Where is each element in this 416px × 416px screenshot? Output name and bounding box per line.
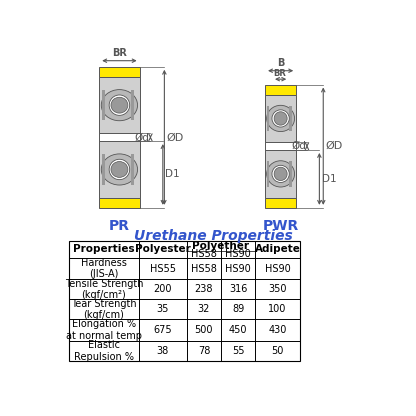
Text: Elongation %
at normal temp: Elongation % at normal temp xyxy=(66,319,142,341)
Bar xyxy=(289,161,292,187)
Text: HS90: HS90 xyxy=(225,249,251,259)
Text: 450: 450 xyxy=(229,325,247,335)
Text: Adipete: Adipete xyxy=(255,244,300,254)
Text: 350: 350 xyxy=(268,285,287,295)
Bar xyxy=(267,106,270,131)
Bar xyxy=(69,241,300,361)
Text: Tear Strength
(kgf/cm): Tear Strength (kgf/cm) xyxy=(71,299,137,320)
Bar xyxy=(102,154,105,185)
Ellipse shape xyxy=(111,161,128,177)
Bar xyxy=(289,106,292,131)
Text: 200: 200 xyxy=(154,285,172,295)
Text: HS58: HS58 xyxy=(191,264,217,274)
Text: 316: 316 xyxy=(229,285,247,295)
Bar xyxy=(99,141,140,198)
Ellipse shape xyxy=(274,167,287,181)
Text: 238: 238 xyxy=(195,285,213,295)
Bar xyxy=(265,84,296,94)
Circle shape xyxy=(109,159,130,180)
Text: PR: PR xyxy=(109,218,130,233)
Bar xyxy=(131,90,134,121)
Text: ØD: ØD xyxy=(167,132,184,142)
Bar xyxy=(265,150,296,198)
Text: ØD: ØD xyxy=(326,141,343,151)
Text: 675: 675 xyxy=(154,325,172,335)
Text: Polyether: Polyether xyxy=(193,240,250,250)
Text: 50: 50 xyxy=(271,346,284,356)
Text: BR: BR xyxy=(274,69,287,78)
Text: Hardness
(JIS-A): Hardness (JIS-A) xyxy=(81,258,127,280)
Ellipse shape xyxy=(101,89,138,121)
Text: 38: 38 xyxy=(157,346,169,356)
Text: 78: 78 xyxy=(198,346,210,356)
Ellipse shape xyxy=(274,112,287,125)
Text: Ød: Ød xyxy=(135,132,150,142)
Text: B: B xyxy=(277,58,284,68)
Text: Properties: Properties xyxy=(73,244,135,254)
Bar xyxy=(267,161,270,187)
Text: D1: D1 xyxy=(322,174,336,184)
Text: Ød: Ød xyxy=(291,141,306,151)
Circle shape xyxy=(109,95,130,115)
Bar xyxy=(265,94,296,142)
Text: D1: D1 xyxy=(165,169,180,179)
Circle shape xyxy=(272,110,289,127)
Ellipse shape xyxy=(267,161,295,187)
Bar xyxy=(102,90,105,121)
Text: Tensile Strength
(kgf/cm²): Tensile Strength (kgf/cm²) xyxy=(64,279,143,300)
Circle shape xyxy=(272,165,289,183)
Bar xyxy=(265,198,296,208)
Text: PWR: PWR xyxy=(262,218,299,233)
Text: HS90: HS90 xyxy=(225,264,251,274)
Text: Elastic
Repulsion %: Elastic Repulsion % xyxy=(74,340,134,362)
Bar xyxy=(131,154,134,185)
Text: 100: 100 xyxy=(268,305,287,314)
Text: 89: 89 xyxy=(232,305,244,314)
Text: BR: BR xyxy=(112,48,127,58)
Text: 55: 55 xyxy=(232,346,244,356)
Text: HS55: HS55 xyxy=(150,264,176,274)
Text: HS90: HS90 xyxy=(265,264,290,274)
Text: Polyester: Polyester xyxy=(135,244,191,254)
Text: 430: 430 xyxy=(268,325,287,335)
Bar xyxy=(99,77,140,134)
Text: 32: 32 xyxy=(198,305,210,314)
Ellipse shape xyxy=(267,105,295,131)
Bar xyxy=(99,67,140,77)
Bar xyxy=(99,198,140,208)
Text: 500: 500 xyxy=(195,325,213,335)
Text: HS58: HS58 xyxy=(191,249,217,259)
Ellipse shape xyxy=(101,154,138,185)
Text: 35: 35 xyxy=(157,305,169,314)
Ellipse shape xyxy=(111,97,128,113)
Text: Urethane Properties: Urethane Properties xyxy=(134,229,292,243)
